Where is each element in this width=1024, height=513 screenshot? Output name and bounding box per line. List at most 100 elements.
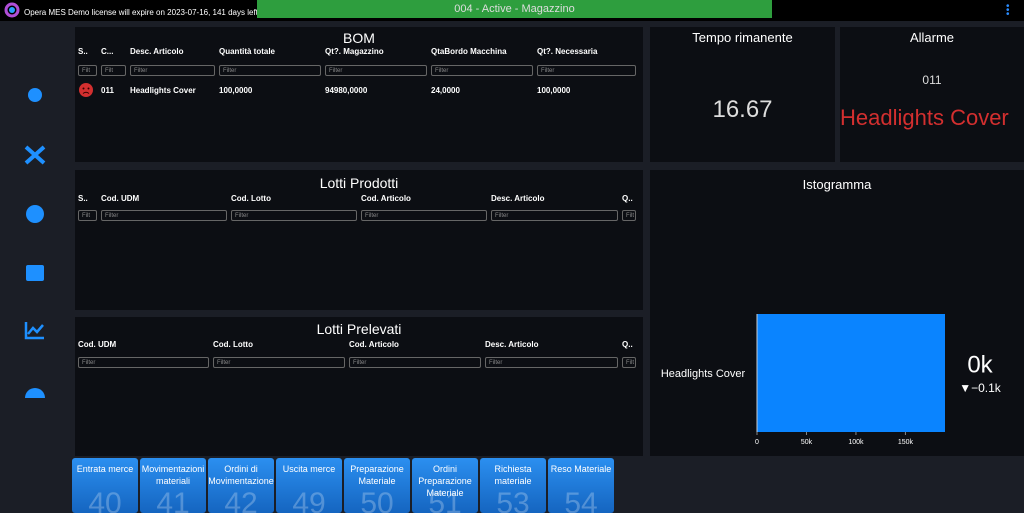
tempo-value: 16.67 [712, 96, 773, 123]
button-count: 42 [224, 487, 258, 513]
filter-input[interactable]: Filt [78, 65, 97, 76]
button-count: 41 [156, 487, 190, 513]
table-cell: 100,0000 [219, 86, 253, 95]
column-header[interactable]: Qt?. Necessaria [537, 47, 598, 56]
logo [4, 2, 20, 18]
filter-input[interactable]: Filter [78, 357, 209, 368]
histogram-chart: 0k ▼−0.1k 0 50k 100k 150k Headlights Cover [661, 314, 1002, 446]
x-tick-label: 0 [755, 439, 759, 446]
tempo-panel: Tempo rimanente 16.67 [650, 27, 835, 162]
settings-icon[interactable] [28, 88, 42, 102]
filter-input[interactable]: Filter [130, 65, 215, 76]
button-label: Ordini di Movimentazione [208, 464, 274, 486]
column-header[interactable]: C... [101, 47, 114, 56]
action-button[interactable]: 41 Movimentazioni materiali [140, 458, 206, 513]
table-cell: Headlights Cover [130, 86, 196, 95]
column-header[interactable]: Cod. Articolo [361, 194, 411, 203]
menu-button[interactable]: • • • [1006, 1, 1010, 20]
panel-title: Tempo rimanente [692, 30, 793, 45]
istogramma-panel: Istogramma 0k ▼−0.1k 0 50k 100k 150k Headlig… [650, 170, 1024, 456]
button-count: 49 [292, 487, 326, 513]
button-label: Uscita merce [282, 464, 336, 474]
filter-input[interactable]: Filter [231, 210, 357, 221]
column-header[interactable]: Q.. [622, 340, 633, 349]
column-header[interactable]: Cod. Lotto [213, 340, 253, 349]
table-cell: 24,0000 [431, 86, 460, 95]
table-cell: 94980,0000 [325, 86, 368, 95]
filter-input[interactable]: Filt [78, 210, 97, 221]
button-count: 51 [428, 487, 462, 513]
table-cell: 011 [101, 86, 114, 95]
column-header[interactable]: Desc. Articolo [491, 194, 545, 203]
x-tick-label: 50k [801, 439, 813, 446]
kpi-value: 0k [967, 351, 993, 378]
panel-title: Lotti Prelevati [316, 321, 402, 337]
button-label: Preparazione Materiale [350, 464, 404, 486]
tools-icon[interactable] [24, 145, 46, 165]
alarm-code: 011 [922, 73, 942, 87]
filter-input[interactable]: Filter [431, 65, 533, 76]
gauge-icon[interactable] [25, 388, 45, 398]
column-header[interactable]: Cod. UDM [78, 340, 117, 349]
table-cell: 100,0000 [537, 86, 571, 95]
column-header[interactable]: Cod. UDM [101, 194, 140, 203]
column-header[interactable]: Desc. Articolo [485, 340, 539, 349]
panel-title: Lotti Prodotti [319, 175, 399, 191]
box-icon[interactable] [26, 265, 44, 281]
filter-input[interactable]: Filter [325, 65, 427, 76]
button-count: 53 [496, 487, 530, 513]
filter-input[interactable]: Filter [491, 210, 618, 221]
lotti-prodotti-panel: Lotti Prodotti S.. Filt Cod. UDM Filter Cod. … [75, 170, 643, 310]
action-button[interactable]: 40 Entrata merce [72, 458, 138, 513]
filter-input[interactable]: Filter [101, 210, 227, 221]
column-header[interactable]: QtaBordo Macchina [431, 47, 507, 56]
check-icon[interactable] [26, 205, 44, 223]
filter-input[interactable]: Filter [349, 357, 481, 368]
action-button[interactable]: 54 Reso Materiale [548, 458, 614, 513]
column-header[interactable]: Desc. Articolo [130, 47, 184, 56]
x-tick-label: 100k [848, 439, 864, 446]
button-count: 54 [564, 487, 598, 513]
bar [757, 314, 945, 432]
action-button[interactable]: 49 Uscita merce [276, 458, 342, 513]
bom-panel: BOM S.. Filt C... Filt Desc. Articolo Filter Qu… [75, 27, 643, 162]
column-header[interactable]: Cod. Articolo [349, 340, 399, 349]
filter-input[interactable]: Filter [537, 65, 636, 76]
x-tick-label: 150k [898, 439, 914, 446]
action-button[interactable]: 53 Richiesta materiale [480, 458, 546, 513]
column-header[interactable]: S.. [78, 47, 88, 56]
lotti-prelevati-panel: Lotti Prelevati Cod. UDM Filter Cod. Lotto F… [75, 317, 643, 456]
filter-input[interactable]: Filter [361, 210, 487, 221]
panel-title: Istogramma [802, 177, 872, 192]
action-button[interactable]: 50 Preparazione Materiale [344, 458, 410, 513]
filter-input[interactable]: Filt [622, 357, 636, 368]
status-icon [79, 83, 93, 97]
filter-input[interactable]: Filter [485, 357, 618, 368]
category-label: Headlights Cover [661, 368, 746, 380]
column-header[interactable]: Quantità totale [219, 47, 276, 56]
panel-title: BOM [343, 30, 375, 46]
action-button[interactable]: 42 Ordini di Movimentazione [208, 458, 274, 513]
column-header[interactable]: S.. [78, 194, 88, 203]
column-header[interactable]: Q.. [622, 194, 633, 203]
filter-input[interactable]: Filt [622, 210, 636, 221]
button-label: Reso Materiale [550, 464, 612, 474]
column-header[interactable]: Cod. Lotto [231, 194, 271, 203]
button-label: Ordini Preparazione Materiale [418, 464, 472, 498]
filter-input[interactable]: Filter [219, 65, 321, 76]
action-button[interactable]: 51 Ordini Preparazione Materiale [412, 458, 478, 513]
button-label: Movimentazioni materiali [141, 464, 205, 486]
top-bar: Opera MES Demo license will expire on 20… [0, 0, 1024, 21]
chart-icon[interactable] [24, 322, 44, 340]
allarme-panel: Allarme 011 Headlights Cover [840, 27, 1024, 162]
button-label: Entrata merce [76, 464, 134, 474]
kpi-delta: ▼−0.1k [959, 381, 1002, 395]
filter-input[interactable]: Filter [213, 357, 345, 368]
column-header[interactable]: Qt?. Magazzino [325, 47, 384, 56]
button-label: Richiesta materiale [494, 464, 532, 486]
sidebar [24, 88, 46, 398]
panel-title: Allarme [909, 30, 955, 45]
filter-input[interactable]: Filt [101, 65, 126, 76]
button-count: 50 [360, 487, 394, 513]
